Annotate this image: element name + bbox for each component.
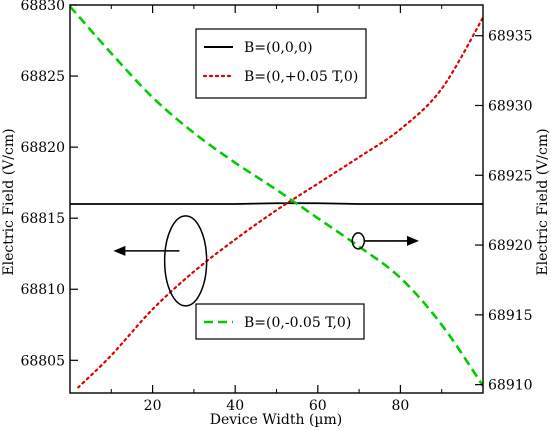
y-right-tick-label-0: 68910 — [488, 378, 533, 394]
right-pointing-arrow — [364, 235, 419, 246]
y-right-tick-label-2: 68920 — [488, 238, 533, 254]
y-left-tick-label-1: 68810 — [20, 282, 65, 298]
x-tick-label-0: 20 — [144, 398, 162, 414]
x-tick-label-2: 60 — [309, 398, 327, 414]
series-line-2 — [69, 5, 485, 387]
y-left-tick-label-4: 68825 — [20, 69, 65, 85]
legend-upper-box — [195, 28, 367, 99]
left-axis-ellipse — [163, 215, 208, 307]
series-line-0 — [70, 202, 483, 205]
y-left-tick-label-2: 68815 — [20, 211, 65, 227]
legend-label-series-2: B=(0,-0.05 T,0) — [244, 315, 351, 331]
y-right-tick-label-3: 68925 — [488, 168, 533, 184]
y-left-tick-label-3: 68820 — [20, 140, 65, 156]
y-left-tick-label-0: 68805 — [20, 353, 65, 369]
right-pointing-arrow-head — [406, 235, 419, 246]
y-axis-title-left: Electric Field (V/cm) — [1, 128, 17, 275]
tick-layer: 20 40 60 80 68805 68810 68815 68820 68825 68830 68… — [20, 0, 532, 414]
series-layer — [69, 5, 485, 389]
left-pointing-arrow-head — [113, 245, 126, 256]
annotation-layer — [113, 215, 419, 307]
x-tick-label-3: 80 — [391, 398, 409, 414]
legend-upper: B=(0,0,0) B=(0,+0.05 T,0) — [195, 28, 367, 99]
y-left-tick-label-5: 68830 — [20, 0, 65, 14]
x-axis-title: Device Width (µm) — [210, 412, 342, 428]
left-pointing-arrow — [113, 245, 180, 256]
legend-label-series-1: B=(0,+0.05 T,0) — [244, 69, 358, 85]
x-tick-label-1: 40 — [226, 398, 244, 414]
series-line-1 — [77, 16, 485, 389]
y-axis-title-right: Electric Field (V/cm) — [535, 128, 551, 275]
legend-lower: B=(0,-0.05 T,0) — [195, 303, 365, 340]
y-right-tick-label-5: 68935 — [488, 29, 533, 45]
right-axis-ellipse — [351, 232, 366, 250]
y-right-tick-label-1: 68915 — [488, 308, 533, 324]
y-right-tick-label-4: 68930 — [488, 98, 533, 114]
legend-label-series-0: B=(0,0,0) — [244, 40, 313, 56]
